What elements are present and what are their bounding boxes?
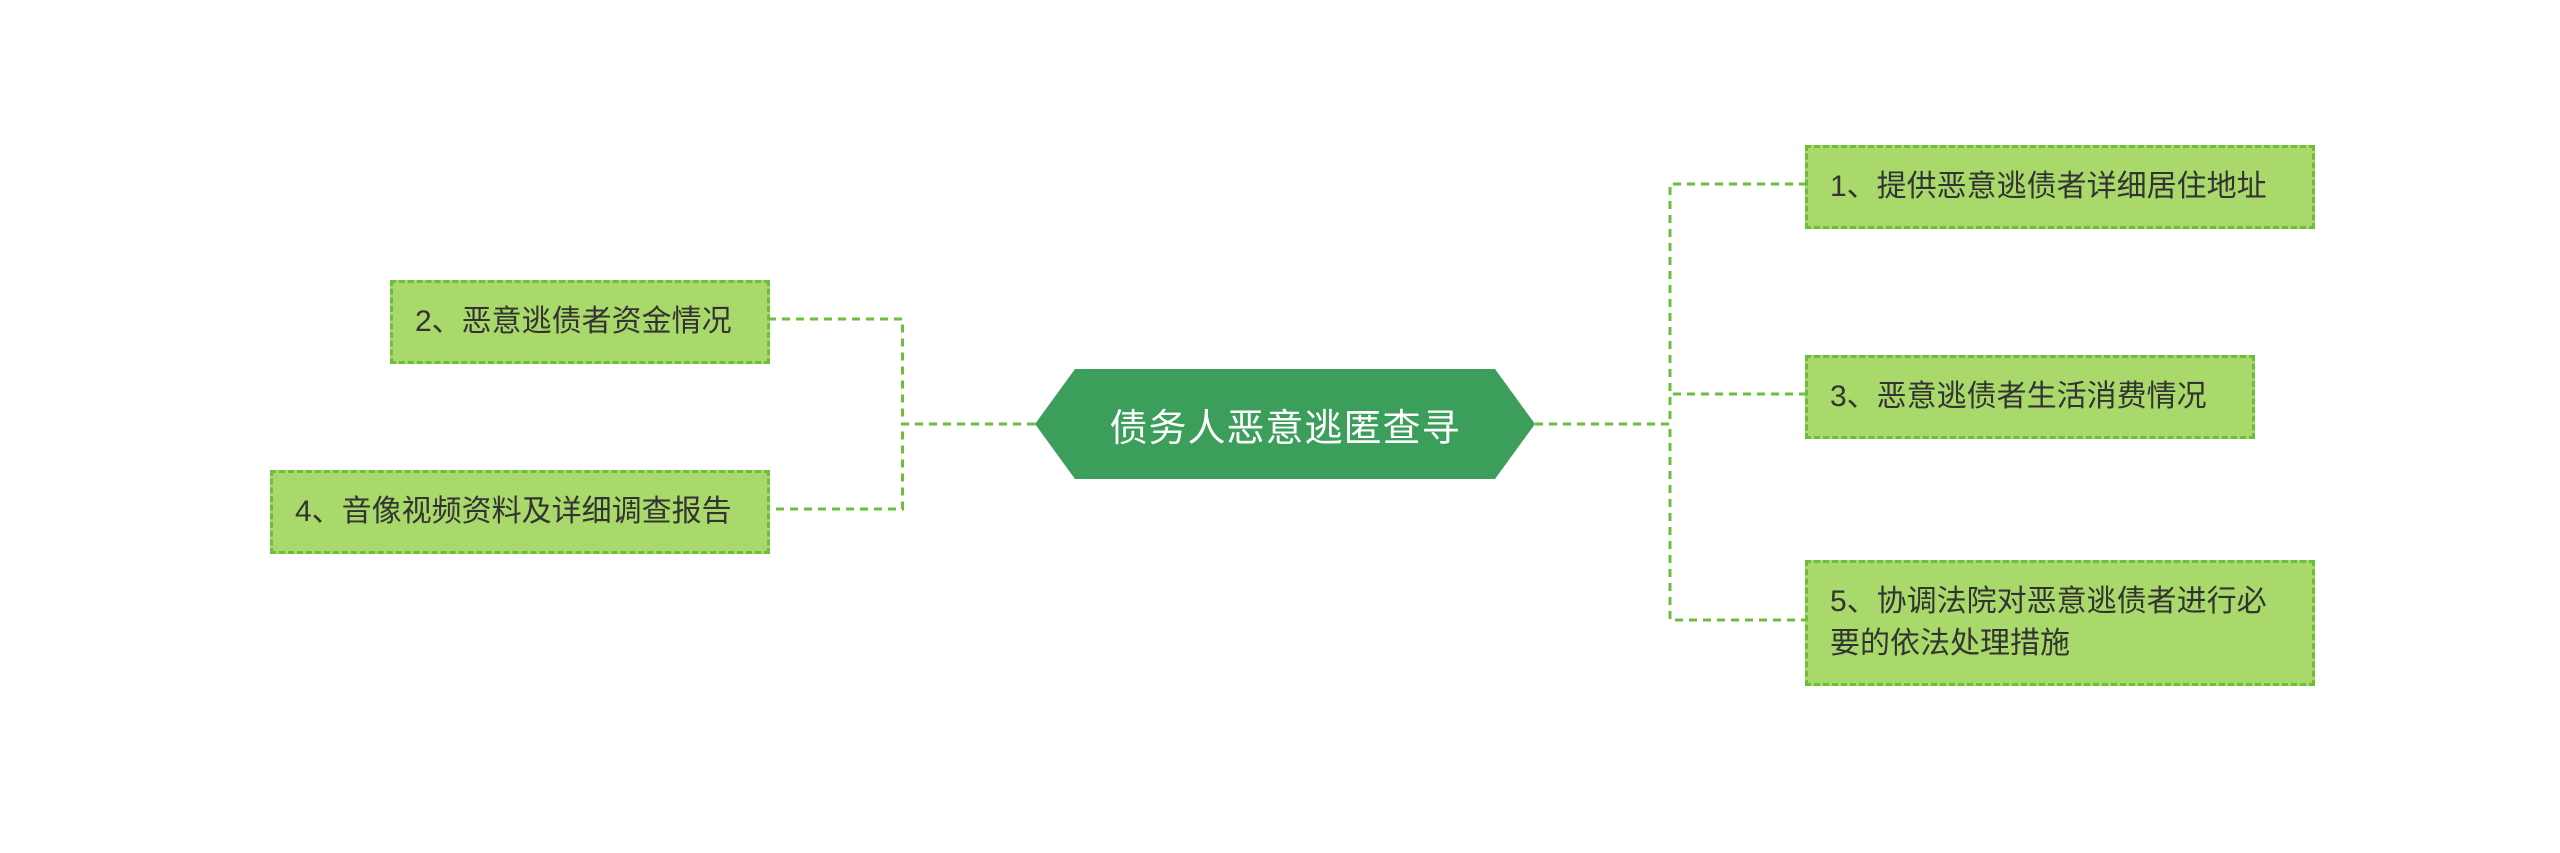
mindmap-canvas: 债务人恶意逃匿查寻 2、恶意逃债者资金情况 4、音像视频资料及详细调查报告 1、提供…: [0, 0, 2560, 853]
left-leaf-1-label: 4、音像视频资料及详细调查报告: [295, 495, 732, 528]
right-leaf-1-label: 3、恶意逃债者生活消费情况: [1830, 380, 2207, 413]
right-leaf-2: 5、协调法院对恶意逃债者进行必要的依法处理措施: [1805, 560, 2315, 686]
right-leaf-0-label: 1、提供恶意逃债者详细居住地址: [1830, 170, 2267, 203]
left-leaf-0-label: 2、恶意逃债者资金情况: [415, 305, 732, 338]
left-leaf-1: 4、音像视频资料及详细调查报告: [270, 470, 770, 554]
right-leaf-2-label: 5、协调法院对恶意逃债者进行必要的依法处理措施: [1830, 585, 2267, 660]
center-node: 债务人恶意逃匿查寻: [1035, 369, 1535, 479]
right-leaf-0: 1、提供恶意逃债者详细居住地址: [1805, 145, 2315, 229]
center-label: 债务人恶意逃匿查寻: [1109, 397, 1460, 452]
left-leaf-0: 2、恶意逃债者资金情况: [390, 280, 770, 364]
right-leaf-1: 3、恶意逃债者生活消费情况: [1805, 355, 2255, 439]
